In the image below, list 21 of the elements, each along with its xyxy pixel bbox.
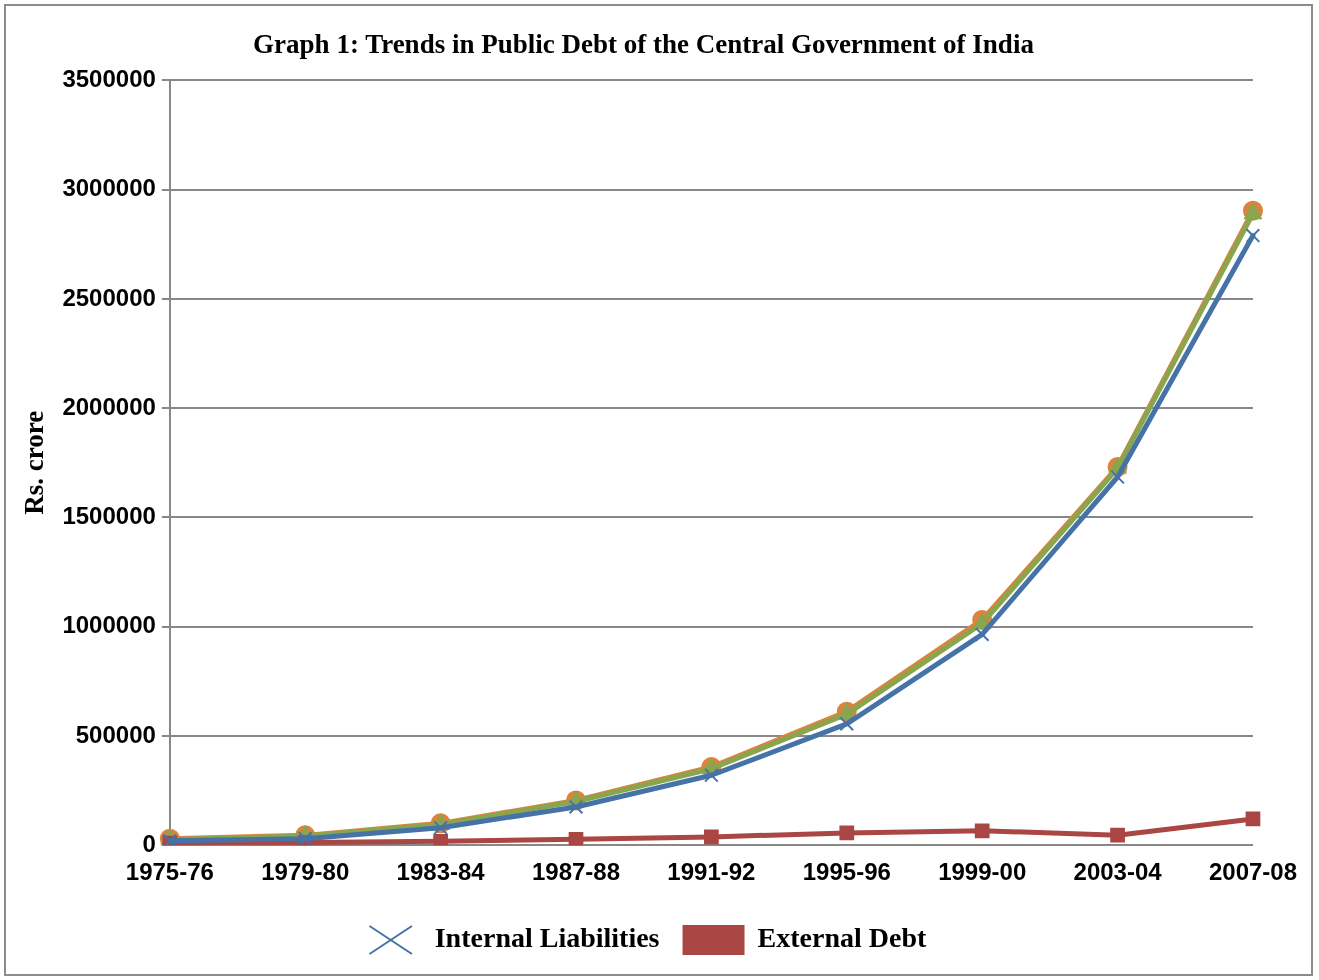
- y-tick-label: 3500000: [62, 65, 156, 93]
- legend-label: Internal Liabilities: [434, 922, 660, 954]
- y-axis-title: Rs. crore: [19, 410, 50, 515]
- y-tick-label: 0: [142, 829, 156, 857]
- y-tick-label: 500000: [75, 720, 156, 748]
- x-tick-label: 1999-00: [938, 858, 1027, 886]
- x-tick-label: 1995-96: [802, 858, 891, 886]
- y-tick-label: 1000000: [62, 611, 156, 639]
- x-tick-label: 1987-88: [531, 858, 621, 886]
- y-tick-label: 3000000: [62, 174, 156, 202]
- y-tick-label: 2500000: [62, 283, 156, 311]
- legend-label: External Debt: [757, 922, 927, 954]
- y-tick-label: 2000000: [62, 392, 156, 420]
- x-tick-label: 1979-80: [261, 858, 350, 886]
- x-tick-label: 2003-04: [1073, 858, 1163, 886]
- x-tick-label: 1975-76: [125, 858, 214, 886]
- x-tick-label: 1991-92: [667, 858, 756, 886]
- chart-title: Graph 1: Trends in Public Debt of the Central Government of India: [253, 29, 1035, 60]
- y-tick-label: 1500000: [62, 502, 156, 530]
- x-tick-label: 1983-84: [396, 858, 486, 886]
- x-tick-label: 2007-08: [1208, 858, 1297, 886]
